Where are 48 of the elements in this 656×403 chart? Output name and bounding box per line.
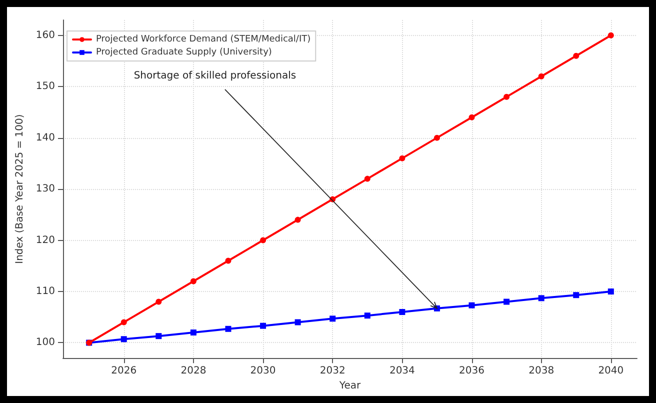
legend-label: Projected Workforce Demand (STEM/Medical/IT) xyxy=(96,34,311,44)
point xyxy=(156,298,162,305)
y-tick-label: 140 xyxy=(36,132,55,144)
x-tick-label: 2026 xyxy=(111,366,137,377)
point xyxy=(608,32,614,38)
x-tick-label: 2036 xyxy=(459,366,484,377)
point xyxy=(468,114,475,120)
legend-label: Projected Graduate Supply (University) xyxy=(96,48,272,58)
point xyxy=(364,176,370,182)
x-tick-label: 2038 xyxy=(528,366,554,377)
point xyxy=(225,326,232,332)
point xyxy=(190,278,196,284)
y-tick-label: 110 xyxy=(36,286,55,298)
x-axis-title: Year xyxy=(338,380,362,392)
point xyxy=(120,319,127,326)
x-tick-label: 2034 xyxy=(389,366,415,377)
y-tick-label: 160 xyxy=(36,30,55,41)
point xyxy=(608,288,614,295)
point xyxy=(573,292,580,298)
y-tick-label: 100 xyxy=(36,337,55,348)
y-axis-title: Index (Base Year 2025 = 100) xyxy=(14,114,26,264)
x-tick-label: 2030 xyxy=(250,366,276,377)
point xyxy=(190,329,196,336)
y-tick-label: 130 xyxy=(36,184,55,195)
point xyxy=(504,298,510,305)
point xyxy=(260,322,266,329)
point xyxy=(225,258,232,264)
point xyxy=(294,216,301,223)
point xyxy=(364,312,370,319)
point xyxy=(434,134,440,141)
annotation: Shortage of skilled professionals xyxy=(134,70,296,82)
x-tick-label: 2040 xyxy=(598,366,624,377)
x-tick-label: 2028 xyxy=(180,366,206,377)
point xyxy=(538,73,544,80)
y-tick-label: 150 xyxy=(36,81,55,92)
point xyxy=(399,308,406,315)
point xyxy=(330,316,336,322)
y-tick-label: 120 xyxy=(36,234,55,246)
point xyxy=(468,302,475,308)
point xyxy=(120,336,127,342)
x-tick-label: 2032 xyxy=(320,366,346,377)
point xyxy=(294,319,301,326)
point xyxy=(399,155,406,162)
point xyxy=(156,333,162,340)
point xyxy=(504,94,510,100)
point xyxy=(538,295,544,302)
point xyxy=(573,52,580,59)
point xyxy=(260,237,266,244)
